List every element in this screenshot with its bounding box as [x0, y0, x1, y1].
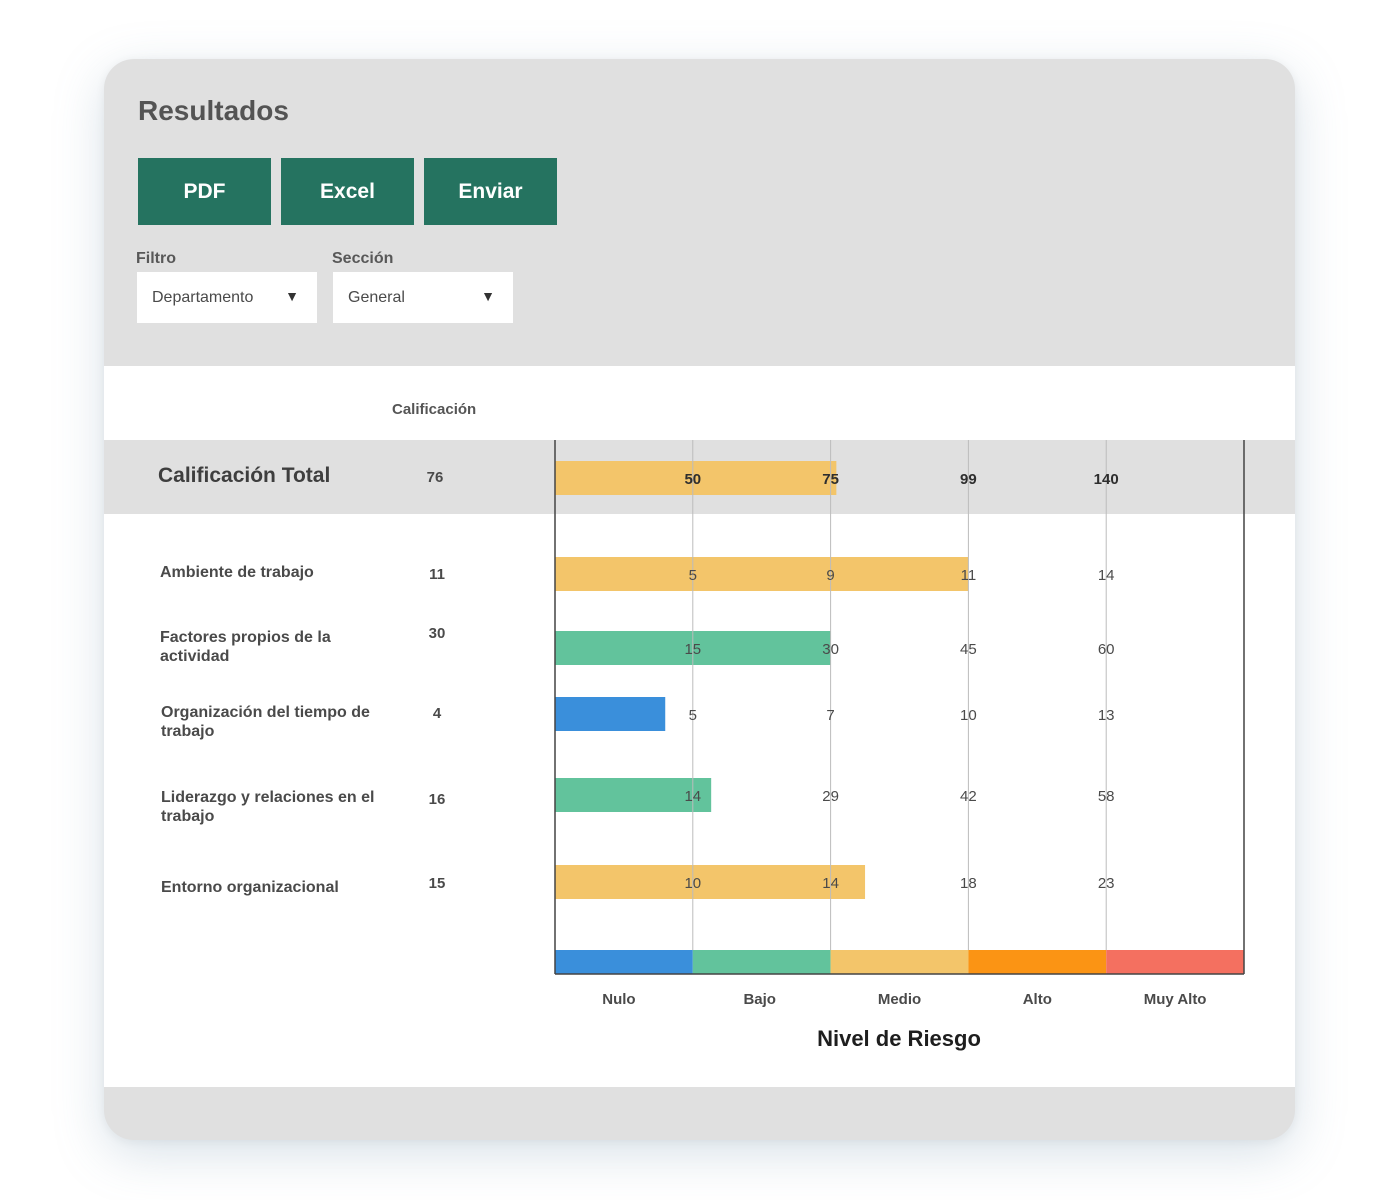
pdf-button[interactable]: PDF — [138, 158, 271, 225]
risk-level-chart: 50 75 99 140 5 9 11 14 15 30 45 60 5 7 10 13 14 29 42 58 10 1… — [554, 440, 1245, 1051]
threshold-label: 7 — [826, 707, 834, 724]
row-label: Ambiente de trabajo — [160, 564, 314, 581]
filter-label: Filtro — [136, 250, 176, 267]
risk-level-swatch — [692, 950, 831, 974]
threshold-label: 42 — [960, 788, 977, 805]
threshold-label: 75 — [822, 471, 839, 488]
row-label: Factores propios de la actividad — [160, 629, 331, 665]
threshold-label: 10 — [960, 707, 977, 724]
threshold-label: 14 — [1098, 567, 1115, 584]
threshold-label: 5 — [689, 707, 697, 724]
threshold-label: 15 — [684, 641, 701, 658]
dropdown-arrow-icon: ▼ — [481, 288, 495, 304]
send-button[interactable]: Enviar — [424, 158, 557, 225]
total-score-bar — [555, 461, 837, 495]
risk-level-label: Bajo — [743, 991, 776, 1008]
risk-level-swatch — [1106, 950, 1244, 974]
threshold-label: 5 — [689, 567, 697, 584]
threshold-label: 10 — [684, 875, 701, 892]
risk-level-label: Nulo — [602, 991, 635, 1008]
threshold-label: 29 — [822, 788, 839, 805]
filter-select[interactable]: Departamento ▼ — [137, 272, 317, 323]
row-score: 11 — [429, 566, 445, 583]
results-card: Resultados PDF Excel Enviar Filtro Depar… — [104, 59, 1295, 1140]
row-score-total: 76 — [426, 469, 444, 486]
row-score-bar — [555, 778, 712, 812]
row-score-bar — [555, 865, 866, 899]
score-column-header: Calificación — [392, 401, 477, 418]
section-select[interactable]: General ▼ — [333, 272, 513, 323]
threshold-label: 60 — [1098, 641, 1115, 658]
threshold-label: 13 — [1098, 707, 1115, 724]
threshold-label: 9 — [826, 567, 834, 584]
excel-button[interactable]: Excel — [281, 158, 414, 225]
risk-level-label: Muy Alto — [1144, 991, 1207, 1008]
risk-level-swatch — [555, 950, 693, 974]
risk-level-label: Medio — [878, 991, 921, 1008]
row-label: Organización del tiempo de trabajo — [161, 704, 370, 740]
risk-level-label: Alto — [1023, 991, 1052, 1008]
x-axis-title: Nivel de Riesgo — [817, 1026, 981, 1051]
dropdown-arrow-icon: ▼ — [285, 288, 299, 304]
row-score-bar — [555, 697, 666, 731]
threshold-label: 14 — [684, 788, 701, 805]
threshold-label: 50 — [684, 471, 701, 488]
row-score: 30 — [428, 625, 446, 642]
threshold-label: 140 — [1094, 471, 1119, 488]
row-label-total: Calificación Total — [158, 464, 331, 487]
section-value: General — [348, 289, 405, 306]
filter-value: Departamento — [152, 289, 254, 306]
section-label: Sección — [332, 250, 394, 267]
row-score: 4 — [432, 705, 442, 722]
threshold-label: 30 — [822, 641, 839, 658]
row-label: Liderazgo y relaciones en el trabajo — [161, 789, 375, 825]
row-score: 15 — [428, 875, 446, 892]
risk-level-swatch — [968, 950, 1107, 974]
risk-level-swatch — [830, 950, 969, 974]
threshold-label: 23 — [1098, 875, 1115, 892]
threshold-label: 11 — [961, 567, 977, 584]
threshold-label: 14 — [822, 875, 839, 892]
threshold-label: 45 — [960, 641, 977, 658]
row-score: 16 — [428, 791, 446, 808]
threshold-label: 58 — [1098, 788, 1115, 805]
threshold-label: 18 — [960, 875, 977, 892]
threshold-label: 99 — [960, 471, 977, 488]
row-score-bar — [555, 557, 969, 591]
page-title: Resultados — [138, 95, 289, 126]
row-label: Entorno organizacional — [161, 879, 339, 896]
